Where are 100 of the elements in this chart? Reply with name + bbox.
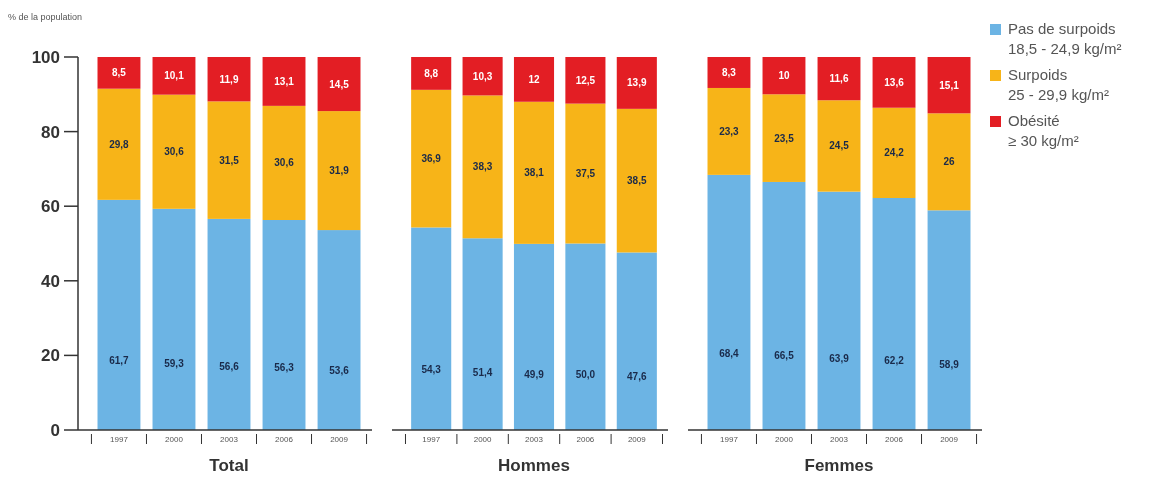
bar [262, 220, 306, 430]
data-label: 26 [943, 156, 956, 168]
bar [97, 88, 141, 200]
bar [927, 57, 971, 114]
data-label: 49,9 [524, 368, 545, 380]
bar [97, 199, 141, 430]
data-label: 13,9 [627, 77, 647, 89]
bar [411, 89, 452, 228]
data-label: 36,9 [421, 153, 442, 165]
bar [513, 243, 555, 430]
y-tick-label: 40 [41, 271, 60, 291]
data-label: 8,5 [112, 67, 127, 79]
bar [411, 57, 452, 90]
bar [152, 57, 196, 95]
x-axis-title: Total [209, 456, 249, 475]
y-tick-label: 100 [31, 47, 60, 67]
bar [317, 111, 361, 231]
bar [462, 238, 503, 430]
bar [817, 57, 861, 101]
bar [872, 197, 916, 430]
x-tick-label: 2003 [830, 435, 849, 444]
data-label: 23,5 [774, 132, 795, 144]
x-tick-label: 2006 [576, 435, 595, 444]
x-tick-label: 2000 [775, 435, 794, 444]
bar [616, 57, 657, 109]
x-tick-label: 2000 [165, 435, 184, 444]
data-label: 12,5 [575, 74, 596, 86]
bar [317, 230, 361, 430]
bar [565, 103, 606, 244]
bar [565, 243, 606, 430]
data-label: 13,6 [884, 76, 905, 88]
x-tick-label: 2003 [220, 435, 239, 444]
bar [207, 218, 251, 430]
data-label: 54,3 [421, 363, 442, 375]
data-label: 66,5 [774, 350, 795, 362]
bar [817, 100, 861, 192]
x-axis-title: Hommes [498, 456, 570, 475]
bar [262, 105, 306, 220]
legend-label: Obésité ≥ 30 kg/m² [1008, 112, 1079, 149]
y-tick-label: 0 [50, 420, 60, 440]
bar [616, 108, 657, 253]
y-axis-title: % de la population [8, 12, 83, 22]
bar [707, 87, 751, 175]
data-label: 13,1 [274, 75, 295, 87]
x-tick-label: 2006 [885, 435, 904, 444]
bar [872, 57, 916, 108]
bar [762, 57, 806, 95]
y-tick-label: 20 [41, 346, 60, 366]
data-label: 63,9 [829, 353, 850, 364]
bar [152, 208, 196, 430]
data-label: 8,3 [722, 66, 737, 78]
bar [207, 57, 251, 102]
data-label: 10,1 [164, 70, 185, 82]
data-label: 10 [778, 70, 790, 82]
x-tick-label: 2009 [330, 435, 349, 444]
data-label: 30,6 [274, 157, 295, 169]
data-label: 29,8 [109, 138, 130, 150]
bar [513, 101, 555, 244]
x-tick-label: 2003 [525, 435, 544, 444]
data-label: 51,4 [472, 366, 493, 378]
data-label: 31,9 [329, 165, 350, 177]
x-tick-label: 1997 [110, 435, 129, 444]
data-label: 56,3 [274, 361, 295, 373]
x-tick-label: 2009 [627, 435, 647, 444]
bar [262, 57, 306, 106]
data-label: 31,5 [219, 154, 240, 166]
data-label: 62,2 [884, 354, 905, 366]
bar [411, 227, 452, 430]
bar [927, 210, 971, 430]
data-label: 58,9 [939, 358, 960, 370]
bar [207, 101, 251, 219]
data-label: 10,3 [472, 70, 493, 82]
x-axis-title: Femmes [804, 456, 874, 475]
data-label: 47,6 [627, 371, 647, 383]
x-tick-label: 2009 [940, 435, 959, 444]
bar [97, 57, 141, 89]
data-label: 68,4 [719, 347, 740, 359]
data-label: 23,3 [719, 125, 740, 137]
bar [707, 57, 751, 88]
bar [462, 57, 503, 96]
data-label: 38,1 [524, 167, 545, 179]
data-label: 11,6 [829, 73, 849, 85]
x-tick-label: 2006 [275, 435, 294, 444]
x-tick-label: 1997 [422, 435, 441, 444]
y-tick-label: 60 [41, 197, 60, 217]
data-label: 38,5 [627, 175, 647, 187]
bar [462, 95, 503, 239]
data-label: 24,5 [829, 140, 850, 152]
data-label: 61,7 [109, 355, 130, 367]
bar [762, 181, 806, 430]
data-label: 37,5 [575, 168, 596, 180]
data-label: 56,6 [219, 361, 240, 373]
data-label: 12 [528, 73, 540, 85]
data-label: 50,0 [575, 368, 596, 380]
bar [927, 113, 971, 211]
legend-label: Surpoids 25 - 29,9 kg/m² [1008, 66, 1109, 103]
data-label: 38,3 [472, 161, 493, 173]
data-label: 11,9 [219, 73, 239, 85]
data-label: 30,6 [164, 146, 185, 158]
x-tick-label: 2000 [473, 435, 493, 444]
